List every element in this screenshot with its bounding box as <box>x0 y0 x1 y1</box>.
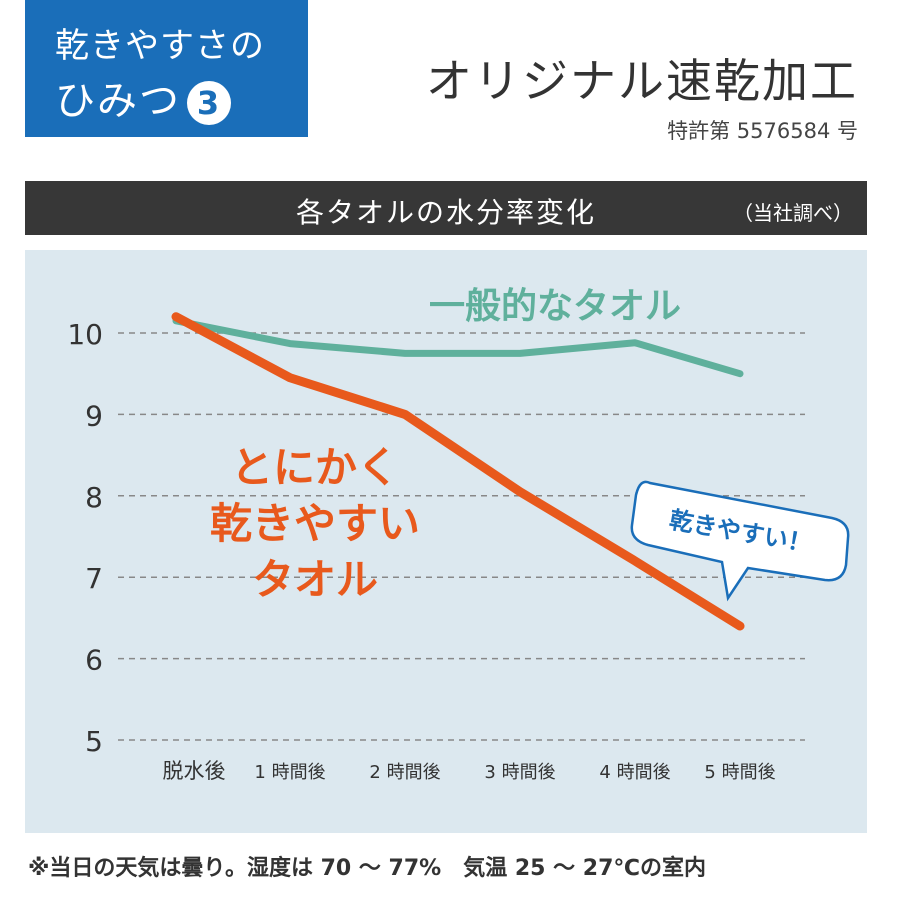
badge-line2: ひみつ 3 <box>55 68 231 126</box>
series-label-quickdry-2: 乾きやすい <box>210 499 420 548</box>
series-line-quickdry <box>171 312 745 631</box>
y-tick-label: 6 <box>85 644 103 677</box>
badge-line1: 乾きやすさの <box>55 26 265 66</box>
secret-badge: 乾きやすさの ひみつ 3 <box>25 0 308 137</box>
callout-shape <box>630 480 850 602</box>
x-tick-label: 脱水後 <box>163 759 226 783</box>
page-title: オリジナル速乾加工 <box>426 54 858 108</box>
series-line-regular <box>172 317 744 378</box>
chart-title: 各タオルの水分率変化 <box>295 196 596 229</box>
y-tick-label: 8 <box>85 481 103 514</box>
series-label-regular: 一般的なタオル <box>429 286 681 327</box>
badge-number: 3 <box>187 81 231 125</box>
badge-line2-text: ひみつ <box>55 78 181 124</box>
series-label-quickdry-3: タオル <box>252 555 378 604</box>
footnote: ※当日の天気は曇り。湿度は 70 ～ 77% 気温 25 ～ 27℃の室内 <box>28 856 707 881</box>
x-tick-label: 2 時間後 <box>369 762 440 783</box>
x-tick-label: 5 時間後 <box>704 762 775 783</box>
chart-source: （当社調べ） <box>733 201 853 225</box>
series-label-quickdry-1: とにかく <box>231 443 399 492</box>
patent-number: 特許第 5576584 号 <box>667 119 858 143</box>
chart-title-bar: 各タオルの水分率変化 （当社調べ） <box>25 181 867 235</box>
y-tick-label: 5 <box>85 725 103 758</box>
y-tick-label: 7 <box>85 562 103 595</box>
y-tick-label: 10 <box>67 318 103 351</box>
x-tick-label: 1 時間後 <box>254 762 325 783</box>
x-tick-label: 4 時間後 <box>599 762 670 783</box>
callout-bubble: 乾きやすい！ <box>630 480 850 602</box>
x-tick-label: 3 時間後 <box>484 762 555 783</box>
y-tick-label: 9 <box>85 399 103 432</box>
